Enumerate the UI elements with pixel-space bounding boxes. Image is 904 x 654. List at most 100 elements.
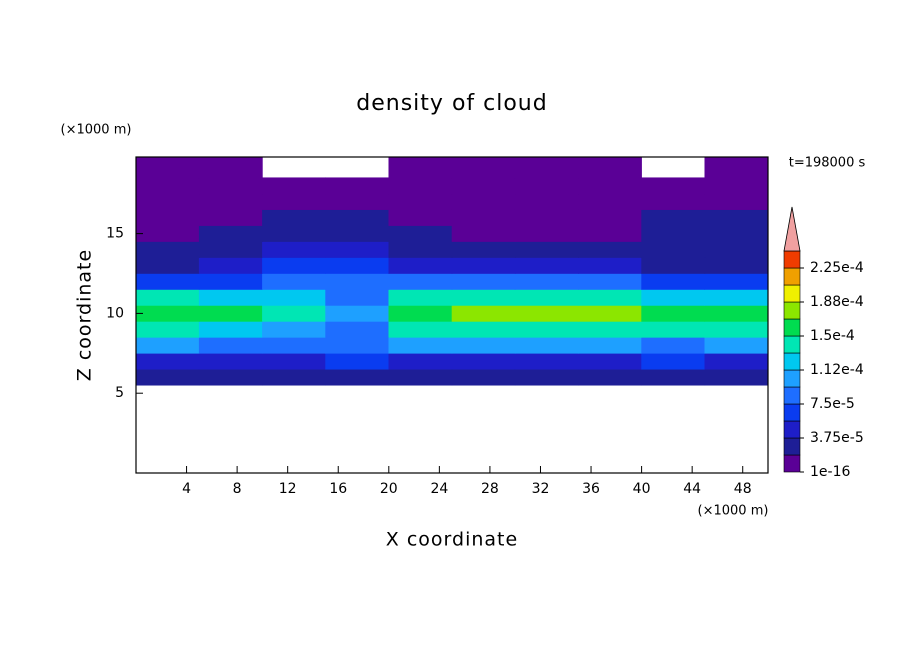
- field-cell: [641, 193, 706, 210]
- field-cell: [641, 241, 706, 258]
- field-cell: [451, 177, 516, 195]
- field-cell: [388, 321, 453, 338]
- field-cell: [198, 273, 263, 290]
- field-cell: [198, 241, 263, 258]
- field-cell: [262, 193, 326, 210]
- field-cell: [262, 209, 326, 226]
- field-cell: [578, 273, 642, 290]
- x-tick-label: 20: [380, 481, 398, 497]
- field-cell: [136, 209, 200, 226]
- field-cell: [325, 289, 390, 306]
- field-cell: [704, 305, 768, 322]
- x-tick-label: 32: [532, 481, 550, 497]
- field-cell: [641, 337, 706, 354]
- field-cell: [578, 241, 642, 258]
- field-cell: [262, 305, 326, 322]
- colorbar-swatch: [783, 369, 801, 388]
- field-cell: [451, 241, 516, 258]
- field-cell: [262, 337, 326, 354]
- field-cell: [325, 305, 390, 322]
- field-cell: [388, 337, 453, 354]
- colorbar-swatch: [783, 420, 801, 439]
- field-cell: [704, 321, 768, 338]
- field-cell: [388, 289, 453, 306]
- field-cell: [388, 257, 453, 274]
- colorbar-swatch: [783, 301, 801, 320]
- field-cell: [388, 368, 453, 386]
- field-cell: [136, 321, 200, 338]
- field-cell: [136, 337, 200, 354]
- field-cell: [388, 305, 453, 322]
- field-cell: [514, 177, 579, 195]
- field-cell: [325, 257, 390, 274]
- field-cell: [136, 177, 200, 195]
- field-cell: [641, 321, 706, 338]
- field-cell: [578, 157, 642, 179]
- x-tick-label: 8: [233, 481, 242, 497]
- field-cell: [262, 353, 326, 370]
- field-cell: [704, 353, 768, 370]
- field-cell: [451, 273, 516, 290]
- field-cell: [451, 225, 516, 242]
- field-cell: [198, 257, 263, 274]
- field-cell: [388, 209, 453, 226]
- field-cell: [451, 368, 516, 386]
- field-cell: [198, 337, 263, 354]
- x-unit: (×1000 m): [698, 504, 769, 519]
- x-tick-label: 36: [582, 481, 600, 497]
- field-cell: [325, 321, 390, 338]
- x-tick-label: 48: [734, 481, 752, 497]
- field-cell: [514, 193, 579, 210]
- x-tick-label: 24: [430, 481, 448, 497]
- field-cell: [641, 257, 706, 274]
- colorbar-tick-label: 1.12e-4: [810, 362, 864, 378]
- field-cell: [325, 177, 390, 195]
- field-cell: [578, 321, 642, 338]
- field-cell: [388, 273, 453, 290]
- y-axis-title: Z coordinate: [74, 249, 96, 381]
- field-cell: [136, 289, 200, 306]
- field-cell: [641, 305, 706, 322]
- time-label: t=198000 s: [789, 156, 866, 171]
- field-cell: [704, 157, 768, 179]
- field-cell: [451, 305, 516, 322]
- colorbar-swatch: [783, 267, 801, 286]
- field-cell: [578, 353, 642, 370]
- colorbar-tick-label: 1e-16: [810, 464, 850, 480]
- field-cell: [388, 241, 453, 258]
- field-cell: [704, 209, 768, 226]
- field-cell: [325, 353, 390, 370]
- field-cell: [704, 337, 768, 354]
- field-cell: [451, 337, 516, 354]
- field-cell: [198, 321, 263, 338]
- field-cell: [388, 225, 453, 242]
- field-cell: [578, 257, 642, 274]
- field-cell: [262, 241, 326, 258]
- field-cell: [198, 193, 263, 210]
- field-cell: [578, 209, 642, 226]
- x-tick-label: 4: [182, 481, 191, 497]
- colorbar-swatch: [783, 437, 801, 456]
- field-cell: [641, 209, 706, 226]
- x-tick-label: 40: [633, 481, 651, 497]
- field-cell: [514, 289, 579, 306]
- field-cell: [514, 321, 579, 338]
- field-cell: [704, 257, 768, 274]
- colorbar-swatch: [783, 403, 801, 422]
- field-cell: [704, 289, 768, 306]
- field-cell: [514, 368, 579, 386]
- field-cell: [641, 353, 706, 370]
- field-cell: [262, 321, 326, 338]
- field-cell: [136, 368, 200, 386]
- field-cell: [388, 157, 453, 179]
- field-cell: [136, 225, 200, 242]
- field-cell: [325, 209, 390, 226]
- x-tick-label: 44: [683, 481, 701, 497]
- field-cell: [198, 368, 263, 386]
- field-cell: [388, 353, 453, 370]
- field-cell: [704, 368, 768, 386]
- field-cell: [704, 193, 768, 210]
- field-cell: [198, 225, 263, 242]
